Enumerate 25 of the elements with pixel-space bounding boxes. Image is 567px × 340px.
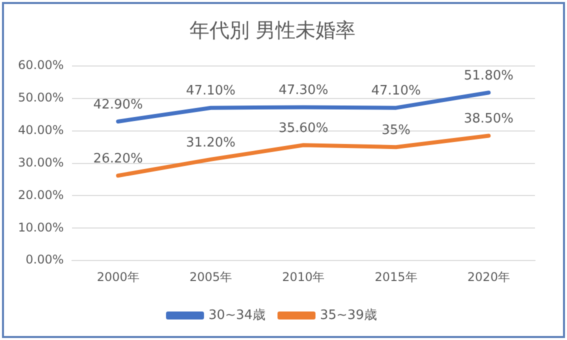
x-tick-label: 2000年 — [96, 270, 140, 284]
data-label: 31.20% — [186, 135, 236, 150]
y-tick-label: 30.00% — [18, 155, 64, 170]
chart-title: 年代別 男性未婚率 — [189, 18, 356, 42]
y-tick-label: 20.00% — [18, 188, 64, 202]
data-label: 47.30% — [278, 83, 328, 98]
x-tick-label: 2010年 — [282, 270, 325, 284]
data-label: 47.10% — [371, 84, 421, 99]
y-tick-label: 10.00% — [18, 220, 64, 234]
y-tick-label: 50.00% — [18, 90, 64, 105]
y-tick-label: 40.00% — [18, 122, 64, 137]
data-label: 26.20% — [93, 152, 143, 166]
legend-label: 35~39歳 — [320, 308, 377, 323]
data-label: 35% — [382, 122, 410, 138]
data-label: 38.50% — [464, 112, 514, 127]
legend-label: 30~34歳 — [208, 308, 266, 323]
data-label: 51.80% — [464, 68, 514, 84]
y-tick-label: 60.00% — [18, 58, 64, 72]
y-tick-label: 0.00% — [26, 252, 64, 267]
x-tick-label: 2005年 — [189, 270, 232, 284]
x-tick-label: 2020年 — [467, 270, 510, 284]
data-label: 42.90% — [93, 97, 143, 112]
data-label: 47.10% — [186, 84, 236, 99]
data-label: 35.60% — [278, 121, 328, 136]
x-tick-label: 2015年 — [374, 270, 418, 284]
